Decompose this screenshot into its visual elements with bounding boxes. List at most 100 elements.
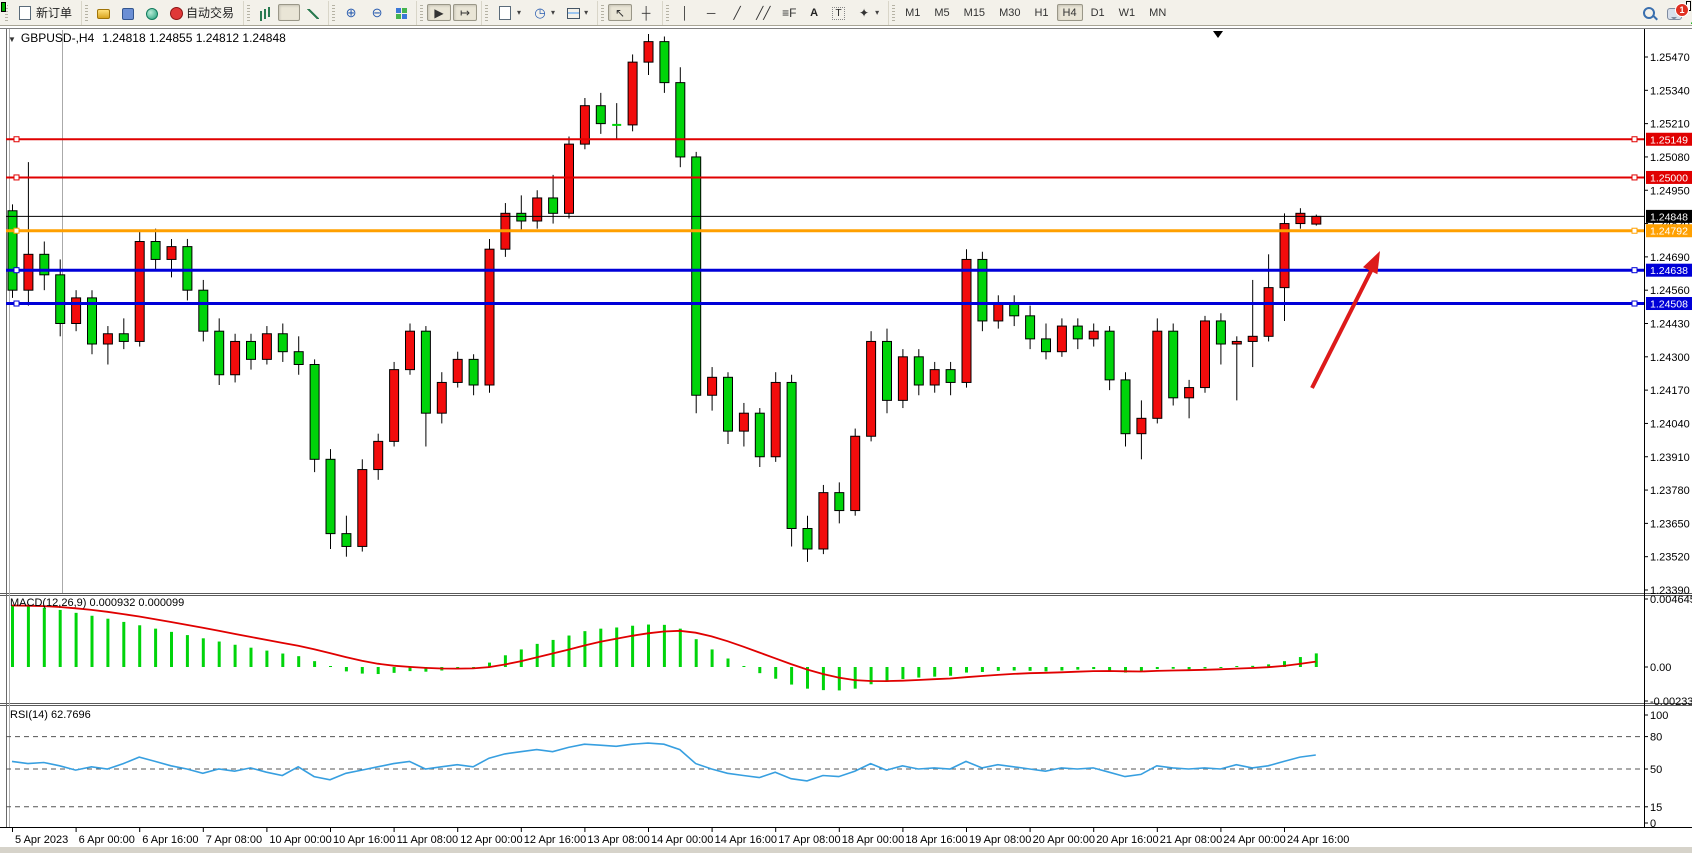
line-handle[interactable] [13,267,20,274]
line-handle[interactable] [13,136,20,143]
chevron-down-icon[interactable]: ▾ [517,8,522,17]
new-chart-button[interactable]: ▾ [492,4,526,21]
timeframe-m15[interactable]: M15 [963,6,986,19]
cursor-icon: ↖ [615,5,626,20]
candle-body [468,358,479,386]
toolbar-grip[interactable] [892,4,896,21]
new-order-button[interactable]: 新订单 [12,4,77,21]
timeframe-w1[interactable]: W1 [1118,6,1136,19]
macd-tick-label: 0.004645 [1650,594,1692,606]
toolbar-grip[interactable] [420,4,424,21]
candle-body [1311,215,1322,225]
text-label-button[interactable]: T [827,4,850,21]
toolbar-grip[interactable] [332,4,336,21]
line-handle[interactable] [1631,300,1638,307]
candle-body [516,212,527,222]
vertical-line-button[interactable]: │ [673,4,697,21]
macd-histogram-bar [1092,667,1096,670]
toolbar-grip[interactable] [85,4,89,21]
macd-histogram-bar [583,631,587,667]
tile-windows-button[interactable] [391,4,412,21]
horizontal-line-button[interactable]: ─ [699,4,723,21]
chart-shift-button[interactable]: ↦ [453,4,478,21]
strategy-tester-button[interactable] [141,4,163,21]
candle-body [150,241,161,260]
zoom-in-button[interactable]: ⊕ [339,4,363,21]
line-handle[interactable] [1631,174,1638,181]
price-label-text: 1.25149 [1650,134,1688,146]
candle-body [643,41,654,63]
timeframe-h4[interactable]: H4 [1056,4,1083,21]
candle-body [1041,338,1051,353]
timeframe-m5[interactable]: M5 [934,6,950,19]
line-handle[interactable] [13,300,20,307]
auto-trading-button[interactable]: 自动交易 [165,4,239,21]
macd-histogram-bar [1124,667,1127,673]
price-axis[interactable] [1644,29,1692,827]
market-watch-button[interactable] [92,4,115,21]
price-label-box [1646,209,1692,223]
price-tick-label: 1.23390 [1650,585,1690,597]
macd-tick-label: 0.00 [1650,662,1671,674]
macd-histogram-bar [233,644,237,667]
toolbar-grip[interactable] [485,4,489,21]
line-handle[interactable] [13,174,20,181]
notifications-icon[interactable]: 1 [1667,2,1689,20]
toolbar-grip[interactable] [666,4,670,21]
rsi-line [11,742,1316,782]
fibonacci-button[interactable]: ≡F [777,4,801,21]
crosshair-button[interactable]: ┼ [634,4,658,21]
cursor-button[interactable]: ↖ [608,4,633,21]
search-icon[interactable] [1643,7,1655,19]
line-handle[interactable] [13,227,20,234]
annotation-arrow-line[interactable] [1310,268,1374,389]
toolbar-grip[interactable] [247,4,251,21]
bar-chart-button[interactable] [254,4,276,21]
line-handle[interactable] [1631,136,1638,143]
macd-histogram-bar [1203,667,1207,669]
timeframe-d1[interactable]: D1 [1090,6,1105,19]
timeframe-mn[interactable]: MN [1149,6,1167,19]
candle-body [118,333,129,342]
data-window-button[interactable] [117,4,139,21]
line-chart-button[interactable] [302,4,324,21]
macd-histogram-bar [1267,664,1271,667]
candle-body [564,143,574,214]
candle-body [913,356,924,386]
chart-canvas[interactable]: 1.25470 1.25340 1.25210 1.25080 1.24950 1.248… [0,26,1692,853]
toolbar-grip[interactable] [5,4,8,21]
auto-scroll-button[interactable]: ▶ [427,4,452,21]
candle-body [198,289,209,332]
chevron-down-icon[interactable]: ▾ [551,8,556,17]
trendline-button[interactable]: ╱ [725,4,749,21]
candle-body [436,381,447,414]
periods-button[interactable]: ◷ ▾ [528,4,560,21]
chart-menu-triangle-icon[interactable]: ▼ [8,35,16,44]
price-tick-label: 1.24690 [1650,252,1690,264]
zoom-out-button[interactable]: ⊖ [365,4,389,21]
text-button[interactable]: A [803,4,825,21]
chart-shift-marker-icon[interactable] [1213,31,1223,38]
rsi-tick-label: 50 [1650,764,1662,776]
annotation-arrow-head[interactable] [1363,251,1380,275]
timeframe-m1[interactable]: M1 [905,6,921,19]
timeframe-m30[interactable]: M30 [999,6,1021,19]
candlestick-button[interactable] [278,4,301,21]
chevron-down-icon[interactable]: ▾ [875,8,880,17]
timeframe-h1[interactable]: H1 [1034,6,1049,19]
macd-histogram-bar [1171,667,1175,669]
candle-body [1025,315,1036,340]
toolbar-grip[interactable] [601,4,605,21]
templates-button[interactable]: ▾ [562,4,593,21]
candle-body [1120,379,1131,435]
macd-histogram-bar [1187,667,1191,670]
line-handle[interactable] [1631,227,1638,234]
chevron-down-icon[interactable]: ▾ [584,8,589,17]
macd-histogram-bar [313,661,317,667]
line-handle[interactable] [1631,267,1638,274]
channel-button[interactable]: ╱╱ [751,4,775,21]
time-axis[interactable] [0,827,1692,847]
candle-body [691,156,702,396]
arrows-button[interactable]: ✦ ▾ [852,4,884,21]
candle-body [55,274,66,324]
